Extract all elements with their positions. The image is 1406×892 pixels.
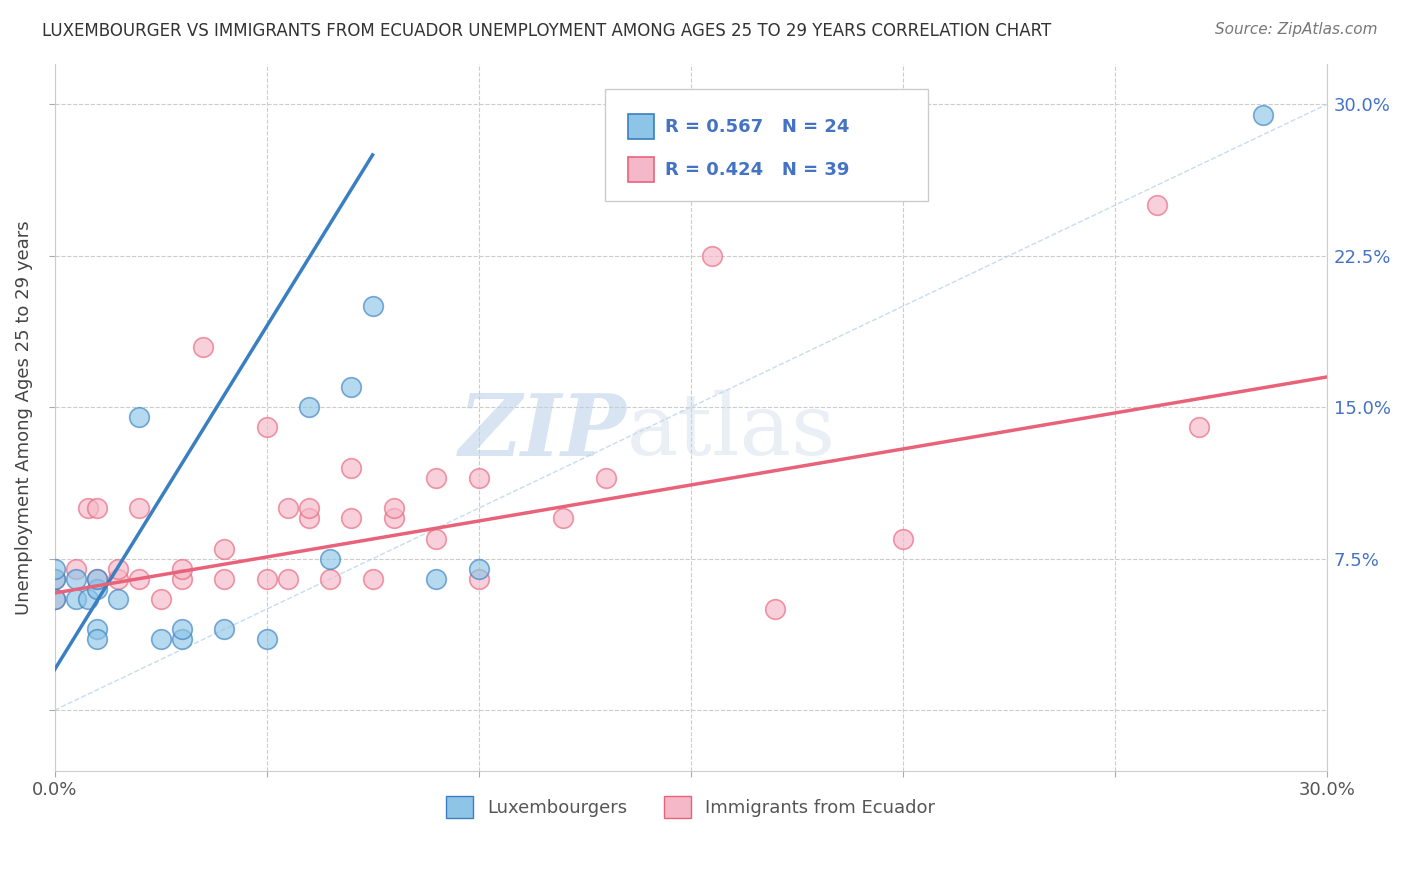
- Point: [340, 511, 363, 525]
- Point: [107, 592, 129, 607]
- Point: [86, 632, 108, 647]
- Point: [44, 572, 66, 586]
- Point: [170, 562, 193, 576]
- Point: [77, 592, 100, 607]
- Point: [425, 532, 447, 546]
- Point: [319, 572, 342, 586]
- Point: [361, 572, 384, 586]
- Point: [382, 501, 405, 516]
- Point: [1146, 198, 1168, 212]
- Point: [86, 501, 108, 516]
- Point: [77, 501, 100, 516]
- Point: [256, 420, 278, 434]
- Point: [256, 572, 278, 586]
- Point: [128, 572, 150, 586]
- Point: [298, 511, 321, 525]
- Point: [107, 562, 129, 576]
- Text: ZIP: ZIP: [460, 390, 627, 474]
- Point: [128, 501, 150, 516]
- Point: [467, 562, 489, 576]
- Point: [277, 501, 299, 516]
- Point: [44, 562, 66, 576]
- Point: [212, 572, 235, 586]
- Point: [128, 410, 150, 425]
- Point: [700, 249, 723, 263]
- Point: [170, 623, 193, 637]
- Point: [467, 572, 489, 586]
- Point: [765, 602, 787, 616]
- Point: [212, 623, 235, 637]
- Point: [212, 541, 235, 556]
- Y-axis label: Unemployment Among Ages 25 to 29 years: Unemployment Among Ages 25 to 29 years: [15, 220, 32, 615]
- Point: [361, 299, 384, 313]
- Point: [44, 572, 66, 586]
- Point: [149, 632, 172, 647]
- Point: [65, 562, 87, 576]
- Point: [553, 511, 575, 525]
- Point: [65, 572, 87, 586]
- Point: [170, 572, 193, 586]
- Point: [1188, 420, 1211, 434]
- Point: [340, 460, 363, 475]
- Point: [170, 632, 193, 647]
- Point: [86, 572, 108, 586]
- Point: [277, 572, 299, 586]
- Point: [107, 572, 129, 586]
- Point: [340, 380, 363, 394]
- Point: [467, 471, 489, 485]
- Point: [44, 592, 66, 607]
- Point: [595, 471, 617, 485]
- Point: [65, 592, 87, 607]
- Point: [425, 572, 447, 586]
- Point: [319, 551, 342, 566]
- Point: [298, 501, 321, 516]
- Point: [149, 592, 172, 607]
- Text: R = 0.424   N = 39: R = 0.424 N = 39: [665, 161, 849, 178]
- Point: [86, 572, 108, 586]
- Point: [256, 632, 278, 647]
- Point: [425, 471, 447, 485]
- Point: [298, 401, 321, 415]
- Text: Source: ZipAtlas.com: Source: ZipAtlas.com: [1215, 22, 1378, 37]
- Point: [891, 532, 914, 546]
- Point: [86, 623, 108, 637]
- Point: [382, 511, 405, 525]
- Point: [44, 592, 66, 607]
- Point: [1251, 107, 1274, 121]
- Point: [86, 582, 108, 596]
- Text: atlas: atlas: [627, 390, 837, 473]
- Text: LUXEMBOURGER VS IMMIGRANTS FROM ECUADOR UNEMPLOYMENT AMONG AGES 25 TO 29 YEARS C: LUXEMBOURGER VS IMMIGRANTS FROM ECUADOR …: [42, 22, 1052, 40]
- Point: [191, 340, 214, 354]
- Legend: Luxembourgers, Immigrants from Ecuador: Luxembourgers, Immigrants from Ecuador: [439, 789, 942, 825]
- Text: R = 0.567   N = 24: R = 0.567 N = 24: [665, 118, 849, 136]
